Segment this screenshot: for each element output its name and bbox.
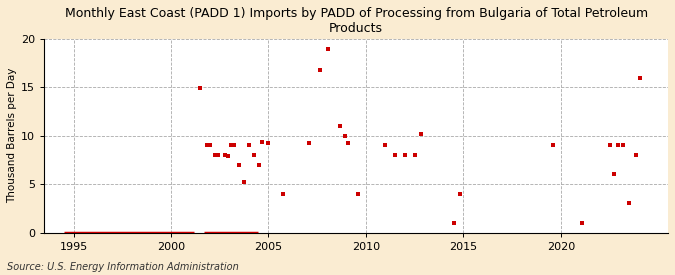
Point [604,143,615,148]
Point [277,192,288,196]
Point [213,153,223,157]
Point [448,221,459,225]
Point [455,192,466,196]
Title: Monthly East Coast (PADD 1) Imports by PADD of Processing from Bulgaria of Total: Monthly East Coast (PADD 1) Imports by P… [65,7,648,35]
Point [409,153,420,157]
Point [624,201,634,206]
Point [343,141,354,146]
Point [380,143,391,148]
Point [352,192,363,196]
Point [609,172,620,177]
Point [617,143,628,148]
Point [201,143,212,148]
Point [219,153,230,157]
Point [248,153,259,157]
Point [547,143,558,148]
Point [335,124,346,128]
Point [389,153,400,157]
Point [612,143,623,148]
Point [630,153,641,157]
Point [205,143,215,148]
Point [239,180,250,184]
Point [256,140,267,145]
Point [263,141,274,146]
Text: Source: U.S. Energy Information Administration: Source: U.S. Energy Information Administ… [7,262,238,272]
Point [304,141,315,146]
Point [234,163,244,167]
Point [400,153,410,157]
Point [340,133,350,138]
Point [223,154,234,158]
Point [195,86,206,90]
Point [229,143,240,148]
Point [209,153,220,157]
Point [225,143,236,148]
Point [315,68,326,72]
Point [244,143,254,148]
Point [576,221,587,225]
Point [323,46,334,51]
Point [253,163,264,167]
Point [635,75,646,80]
Y-axis label: Thousand Barrels per Day: Thousand Barrels per Day [7,68,17,204]
Point [416,131,427,136]
